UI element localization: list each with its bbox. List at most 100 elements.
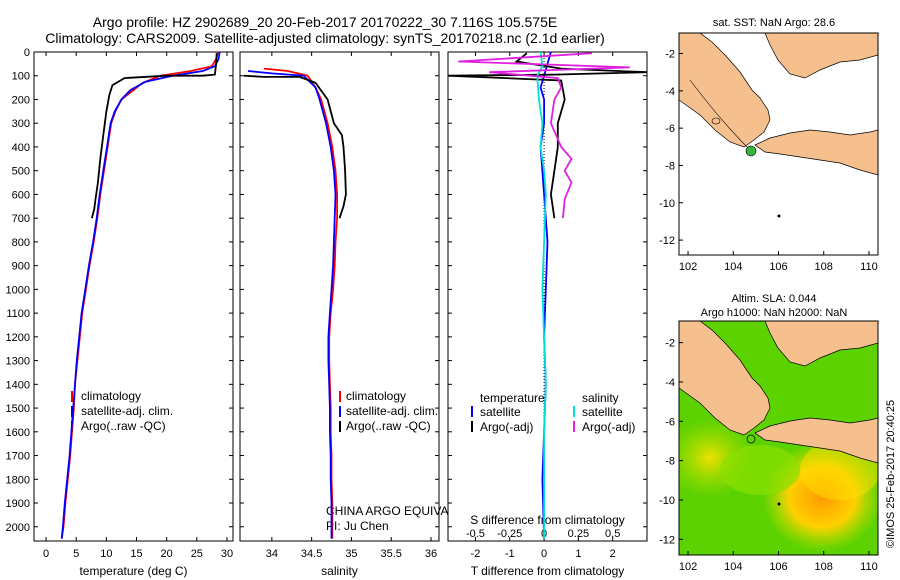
x-tick-label: 36	[425, 548, 437, 560]
legend-entry-0: climatology	[346, 389, 406, 403]
y-tick-label: 1400	[6, 379, 30, 391]
series-argo	[243, 74, 347, 219]
difference-frame	[447, 51, 648, 542]
s-tick-label: -0.5	[466, 528, 485, 540]
legend-s-satellite: satellite	[582, 405, 623, 419]
y-tick-label: 2000	[6, 522, 30, 534]
legend-entry-2: Argo(..raw -QC)	[346, 419, 431, 433]
map-y-tick-label: -12	[659, 534, 675, 546]
x-tick-label: 15	[130, 548, 142, 560]
y-tick-label: 1600	[6, 427, 30, 439]
legend-entry-0: climatology	[81, 389, 141, 403]
x-tick-label: 1	[575, 548, 581, 560]
salinity-panel: 34 34.5 35 35.5 36 salinity climatologysatelli…	[239, 51, 480, 578]
legend-entry-1: satellite-adj. clim.	[346, 404, 438, 418]
x-axis-label: T difference from climatology	[471, 564, 625, 578]
y-tick-label: 1300	[6, 356, 30, 368]
x-tick-label: 30	[221, 548, 233, 560]
map-y-tick-label: -8	[665, 160, 675, 172]
sst-map-title: sat. SST: NaN Argo: 28.6	[713, 17, 835, 29]
y-tick-label: 800	[12, 237, 30, 249]
sla-map	[679, 321, 878, 555]
y-tick-label: 900	[12, 261, 30, 273]
s-tick-label: -0.25	[497, 528, 522, 540]
legend-t-satellite: satellite	[480, 405, 521, 419]
map-x-tick-label: 102	[679, 261, 697, 273]
y-tick-label: 1200	[6, 332, 30, 344]
map-x-tick-label: 108	[815, 261, 833, 273]
argo-position-marker	[745, 145, 757, 157]
x-tick-label: -2	[471, 548, 481, 560]
y-tick-label: 1000	[6, 284, 30, 296]
y-tick-label: 400	[12, 142, 30, 154]
y-tick-label: 500	[12, 166, 30, 178]
x-tick-label: 0	[541, 548, 547, 560]
series-argo	[91, 53, 218, 219]
series-T-argo	[448, 52, 647, 219]
temperature-panel: 0100200300400500600700800900100011001200…	[6, 47, 234, 578]
map-y-tick-label: -6	[665, 416, 675, 428]
annotation-line1: CHINA ARGO EQUIVALENT	[326, 504, 480, 518]
map-y-tick-label: -4	[665, 377, 675, 389]
x-tick-label: 5	[73, 548, 79, 560]
sla-map-title-line1: Altim. SLA: 0.044	[732, 293, 817, 305]
sla-map-title-line2: Argo h1000: NaN h2000: NaN	[701, 307, 848, 319]
map-x-tick-label: 102	[679, 561, 697, 573]
y-tick-label: 700	[12, 213, 30, 225]
map-y-tick-label: -6	[665, 123, 675, 135]
series-satellite	[247, 70, 337, 539]
sst-map-ticks: 102 104 106 108 110 -2 -4 -6 -8 -10 -12	[659, 49, 878, 273]
map-x-tick-label: 110	[860, 561, 878, 573]
y-tick-label: 1900	[6, 498, 30, 510]
sla-argo-position-marker	[746, 434, 756, 444]
x-tick-label: -1	[505, 548, 515, 560]
map-x-tick-label: 104	[724, 261, 742, 273]
map-x-tick-label: 110	[860, 261, 878, 273]
y-tick-label: 1500	[6, 403, 30, 415]
x-tick-label: 35	[345, 548, 357, 560]
s-tick-label: 0.5	[605, 528, 620, 540]
legend-temperature-heading: temperature	[480, 391, 545, 405]
map-y-tick-label: -2	[665, 49, 675, 61]
map-y-tick-label: -12	[659, 235, 675, 247]
x-tick-label: 10	[100, 548, 112, 560]
s-tick-label: 0.25	[568, 528, 589, 540]
x-tick-label: 20	[161, 548, 173, 560]
legend-t-argo: Argo(-adj)	[480, 420, 533, 434]
x-tick-label: 25	[191, 548, 203, 560]
x-tick-label: 0	[43, 548, 49, 560]
y-tick-label: 600	[12, 189, 30, 201]
plot-title-line2: Climatology: CARS2009. Satellite-adjuste…	[45, 30, 605, 46]
temperature-frame	[33, 51, 234, 542]
sla-sumatra-land	[679, 321, 771, 436]
legend-entry-1: satellite-adj. clim.	[81, 404, 173, 418]
x-tick-label: 34.5	[301, 548, 322, 560]
map-x-tick-label: 106	[769, 561, 787, 573]
y-tick-label: 1700	[6, 451, 30, 463]
salinity-frame	[239, 51, 440, 542]
map-y-tick-label: -8	[665, 456, 675, 468]
x-axis-label: salinity	[321, 564, 358, 578]
map-y-tick-label: -10	[659, 198, 675, 210]
s-axis-label: S difference from climatology	[470, 513, 625, 527]
series-S-satellite	[536, 52, 547, 539]
y-tick-label: 100	[12, 71, 30, 83]
y-tick-label: 200	[12, 94, 30, 106]
bangka-land	[764, 33, 878, 79]
sla-bangka-land	[764, 321, 878, 367]
x-tick-label: 34	[266, 548, 278, 560]
java-land	[754, 129, 878, 176]
legend-salinity-heading: salinity	[582, 391, 619, 405]
legend-s-argo: Argo(-adj)	[582, 420, 635, 434]
map-y-tick-label: -4	[665, 86, 675, 98]
y-tick-label: 300	[12, 118, 30, 130]
map-y-tick-label: -2	[665, 338, 675, 350]
copyright-label: ©IMOS 25-Feb-2017 20:40:25	[885, 400, 897, 548]
y-tick-label: 0	[24, 47, 30, 59]
map-x-tick-label: 104	[724, 561, 742, 573]
plot-title-line1: Argo profile: HZ 2902689_20 20-Feb-2017 …	[92, 14, 558, 30]
sumatra-land	[679, 33, 771, 148]
y-tick-label: 1100	[6, 308, 30, 320]
series-S-argo	[458, 52, 630, 219]
